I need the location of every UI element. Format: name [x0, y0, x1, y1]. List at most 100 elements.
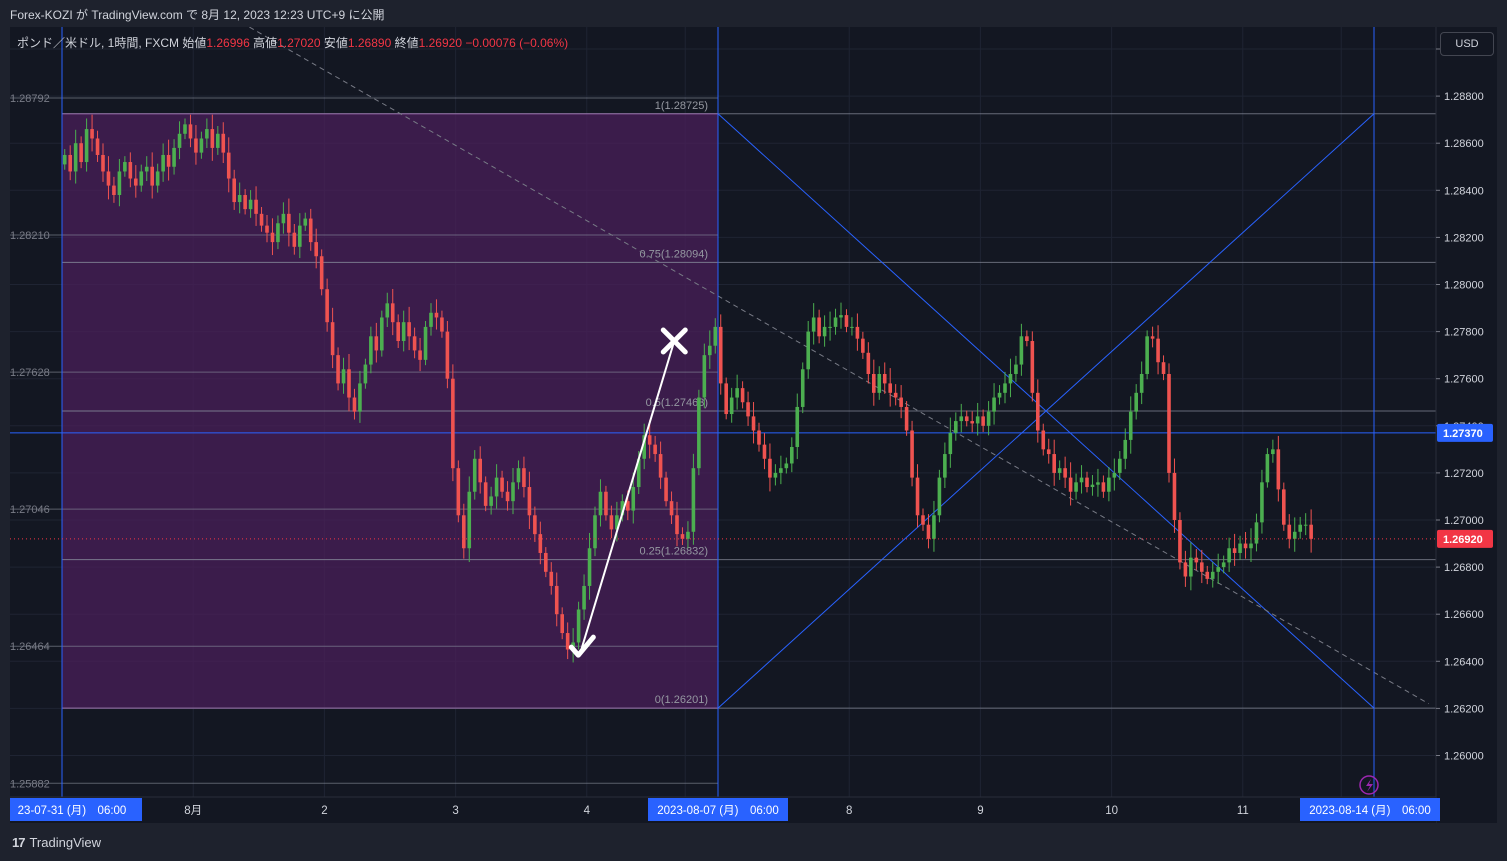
candle-body	[90, 129, 94, 139]
candle-body	[757, 430, 761, 445]
candle-body	[429, 312, 433, 327]
candle-body	[276, 223, 280, 243]
candle-body	[1309, 524, 1313, 539]
candle-body	[232, 178, 236, 203]
candle-body	[1276, 449, 1281, 490]
candle-body	[259, 213, 264, 226]
candle-body	[79, 143, 83, 163]
candle-body	[144, 166, 149, 172]
candle-body	[418, 350, 422, 360]
candle-body	[702, 355, 707, 398]
candle-body	[155, 171, 160, 186]
price-tick-label: 1.26200	[1444, 703, 1484, 715]
close-label: 終値	[394, 36, 419, 50]
high-value: 1.27020	[277, 36, 321, 50]
candle-body	[374, 336, 379, 351]
candle-body	[544, 552, 548, 572]
candle-body	[882, 373, 887, 384]
candle-body	[1221, 562, 1226, 568]
candle-body	[401, 322, 406, 342]
candle-body	[877, 373, 882, 393]
candle-body	[1107, 477, 1111, 492]
candle-body	[265, 225, 269, 233]
candle-body	[773, 472, 778, 478]
candle-body	[177, 133, 182, 148]
candle-body	[161, 154, 165, 172]
candle-body	[462, 515, 466, 549]
candle-body	[166, 154, 171, 167]
tradingview-logo[interactable]: 17 TradingView	[12, 835, 101, 850]
candle-body	[527, 487, 532, 516]
candle-body	[1249, 543, 1253, 549]
candle-body	[1189, 557, 1193, 577]
candle-body	[609, 515, 614, 530]
candle-body	[1036, 392, 1040, 431]
candle-body	[1194, 557, 1199, 563]
candle-body	[893, 392, 898, 398]
candle-body	[626, 501, 630, 511]
candle-body	[779, 468, 783, 473]
candle-body	[112, 185, 116, 196]
candle-body	[554, 585, 559, 615]
candle-body	[948, 432, 953, 455]
candle-body	[1282, 489, 1286, 525]
candle-body	[1085, 477, 1089, 488]
candle-body	[270, 232, 275, 243]
candle-body	[768, 458, 772, 478]
candle-body	[576, 609, 581, 643]
candle-body	[708, 345, 712, 356]
candle-body	[95, 138, 100, 155]
price-tick-label: 1.27600	[1444, 374, 1484, 386]
candle-body	[970, 421, 974, 424]
candle-body	[1271, 449, 1275, 455]
candle-body	[385, 303, 390, 318]
fib-level-label: 1(1.28725)	[655, 100, 708, 112]
candle-body	[1232, 548, 1237, 553]
candle-body	[1243, 543, 1248, 549]
candle-body	[248, 199, 253, 210]
high-label: 高値	[253, 36, 278, 50]
candle-body	[861, 338, 865, 353]
candle-body	[281, 213, 286, 224]
publication-bar: Forex-KOZI が TradingView.com で 8月 12, 20…	[0, 0, 1507, 27]
candle-body	[216, 133, 220, 148]
brand-name: TradingView	[29, 835, 102, 850]
candle-body	[986, 411, 991, 426]
price-chart[interactable]: 1(1.28725) 0.75(1.28094) 0.5(1.27463) 0.25(…	[10, 27, 1497, 823]
candle-body	[746, 402, 750, 417]
candle-body	[347, 369, 351, 398]
candle-body	[472, 458, 477, 492]
candle-body	[489, 496, 493, 506]
candle-body	[1161, 362, 1166, 374]
candle-body	[423, 326, 428, 360]
candle-body	[615, 515, 619, 530]
candle-body	[298, 225, 302, 247]
time-tick-label: 10	[1105, 805, 1118, 817]
candle-body	[992, 397, 996, 412]
price-tick-label: 1.27800	[1444, 327, 1484, 339]
candle-body	[538, 534, 543, 553]
candle-body	[1172, 472, 1177, 520]
candle-body	[1046, 449, 1051, 455]
publication-info: Forex-KOZI が TradingView.com で 8月 12, 20…	[10, 8, 385, 22]
time-tag-label: 2023-08-14 (月) 06:00	[1309, 805, 1430, 817]
fib-left-label: 1.26464	[10, 641, 50, 653]
currency-button[interactable]: USD	[1440, 32, 1494, 56]
candle-body	[1292, 531, 1297, 539]
time-tick-label: 9	[977, 805, 983, 817]
candle-body	[795, 406, 800, 447]
fib-left-label: 1.27046	[10, 504, 50, 516]
candle-body	[964, 416, 969, 422]
time-tag-label: 2023-08-07 (月) 06:00	[657, 805, 778, 817]
candle-body	[1057, 468, 1062, 473]
candle-body	[1118, 458, 1122, 473]
candle-body	[943, 454, 947, 478]
candle-body	[582, 585, 586, 610]
candle-body	[226, 152, 231, 179]
chart-frame[interactable]: 1(1.28725) 0.75(1.28094) 0.5(1.27463) 0.25(…	[10, 27, 1497, 823]
fib-level-label: 0.5(1.27463)	[646, 397, 708, 409]
candle-body	[1112, 472, 1117, 478]
candle-body	[1145, 336, 1149, 374]
candle-body	[915, 477, 920, 516]
candle-body	[784, 463, 789, 469]
